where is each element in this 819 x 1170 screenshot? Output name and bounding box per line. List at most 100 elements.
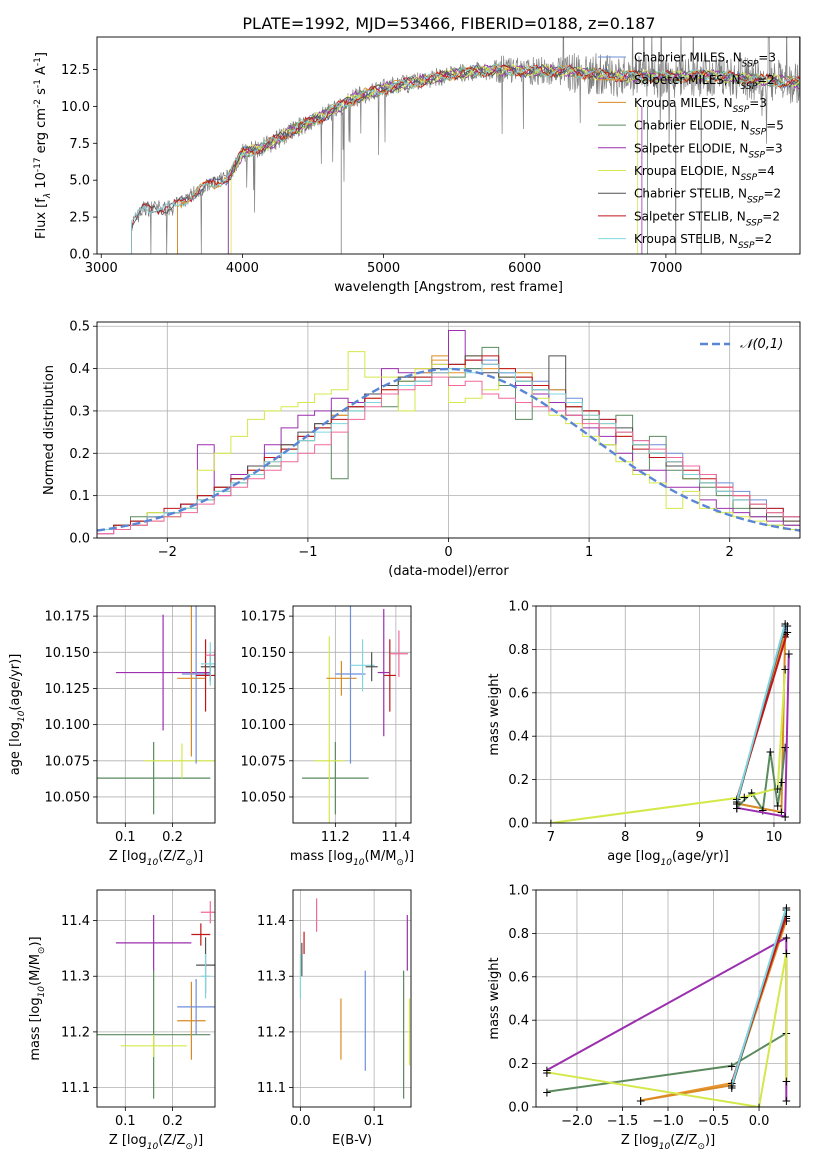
x-tick-label: −2 — [158, 545, 177, 560]
weight-marker: + — [765, 745, 775, 759]
weight-marker: + — [781, 1094, 791, 1108]
y-tick-label: 0.2 — [69, 447, 90, 462]
weight-marker: + — [781, 901, 791, 915]
y-axis-label: mass weight — [487, 957, 502, 1039]
weight-marker: + — [636, 1094, 646, 1108]
legend-label: Salpeter STELIB, NSSP=2 — [634, 209, 780, 228]
x-axis-label: mass [log10(M/M⊙)] — [290, 849, 414, 868]
x-tick-label: 8 — [621, 830, 629, 845]
y-tick-label: 0.8 — [508, 927, 529, 942]
x-tick-label: 0.1 — [115, 830, 136, 845]
y-axis-label: Flux [fλ 10-17 erg cm-2 s-1 A-1] — [33, 52, 53, 239]
x-axis-label: wavelength [Angstrom, rest frame] — [334, 280, 563, 295]
y-tick-label: 0.2 — [508, 1057, 529, 1072]
spectrum-panel: 3000 4000 5000 6000 7000 0.0 2.5 5.0 7.5 10.0 12.5… — [33, 36, 801, 295]
weight-line — [550, 668, 787, 823]
age-vs-metallicity-panel: 0.1 0.2 10.050 10.075 10.100 10.125 10.150 10.1… — [8, 605, 216, 868]
y-tick-label: 0.6 — [508, 686, 529, 701]
y-tick-label: 10.100 — [45, 718, 91, 733]
legend-label: Chabrier ELODIE, NSSP=5 — [634, 119, 784, 138]
x-tick-label: −0.5 — [698, 1114, 730, 1129]
y-tick-label: 11.1 — [257, 1081, 286, 1096]
weight-line — [546, 936, 788, 1101]
y-tick-label: 10.125 — [45, 682, 91, 697]
x-tick-label: 11.4 — [381, 830, 410, 845]
model-line-chabrier-miles — [177, 64, 800, 254]
plot-area: +++++++++++++++++++++++++++ — [546, 617, 794, 831]
y-tick-label: 0.0 — [69, 248, 90, 263]
histogram-step — [97, 376, 800, 538]
x-tick-label: 0 — [444, 545, 452, 560]
y-tick-label: 0.4 — [508, 1014, 529, 1029]
weight-vs-age-panel: 7 8 9 10 0.0 0.2 0.4 0.6 0.8 1.0 age [log10(age/yr… — [487, 600, 801, 868]
x-axis-label: E(B-V) — [332, 1133, 372, 1148]
y-tick-label: 11.4 — [257, 914, 286, 929]
weight-marker: + — [781, 946, 791, 960]
weight-marker: + — [780, 628, 790, 642]
axes-frame — [292, 605, 412, 824]
mass-vs-extinction-panel: 0.0 0.1 11.1 11.2 11.3 11.4 E(B-V) — [257, 889, 412, 1148]
x-tick-label: 2 — [726, 545, 734, 560]
weight-marker: + — [732, 797, 742, 811]
x-tick-label: 0.1 — [115, 1114, 136, 1129]
plot-area: ++++++++++++++++++++++++ — [542, 901, 791, 1108]
x-tick-label: 7 — [547, 830, 555, 845]
y-tick-label: 10.150 — [45, 646, 91, 661]
weight-marker: + — [781, 910, 791, 924]
weight-marker: + — [727, 1059, 737, 1073]
weight-marker: + — [776, 775, 786, 789]
weight-marker: + — [636, 1094, 646, 1108]
legend-label: 𝒩(0,1) — [740, 337, 783, 352]
model-line-salpeter-stelib — [131, 63, 800, 254]
weight-line — [730, 907, 788, 1086]
y-tick-label: 0.4 — [69, 362, 90, 377]
legend-label: Salpeter MILES, NSSP=2 — [634, 73, 775, 92]
x-tick-label: 7000 — [649, 261, 682, 276]
x-axis-label: (data-model)/error — [388, 564, 509, 579]
y-tick-label: 10.175 — [241, 610, 287, 625]
weight-line — [736, 653, 790, 818]
legend-label: Chabrier STELIB, NSSP=2 — [634, 187, 781, 206]
histogram-step — [97, 351, 800, 538]
weight-marker: + — [542, 1066, 552, 1080]
weight-marker: + — [781, 1074, 791, 1088]
weight-marker: + — [781, 914, 791, 928]
y-tick-label: 0.0 — [508, 817, 529, 832]
weight-marker: + — [546, 817, 556, 831]
weight-line — [546, 952, 788, 1107]
x-tick-label: 0.0 — [749, 1114, 770, 1129]
y-tick-label: 0.1 — [69, 489, 90, 504]
y-tick-label: 0.3 — [69, 404, 90, 419]
weight-marker: + — [782, 619, 792, 633]
axes-frame — [96, 36, 801, 255]
y-tick-label: 11.2 — [257, 1025, 286, 1040]
legend-label: Salpeter ELODIE, NSSP=3 — [634, 141, 783, 160]
plot-area — [97, 606, 215, 815]
legend-label: Kroupa MILES, NSSP=3 — [634, 96, 767, 115]
x-tick-label: 5000 — [367, 261, 400, 276]
weight-marker: + — [732, 801, 742, 815]
weight-marker: + — [784, 647, 794, 661]
plot-area — [97, 330, 800, 538]
model-line-salpeter-miles — [177, 63, 800, 254]
weight-marker: + — [758, 803, 768, 817]
residuals-panel: −2 −1 0 1 2 0.0 0.1 0.2 0.3 0.4 0.5 (data-model)/er… — [42, 320, 801, 579]
plot-area — [131, 37, 800, 254]
weight-marker: + — [780, 810, 790, 824]
axes-frame — [96, 321, 801, 539]
axes-frame — [96, 605, 216, 824]
legend-label: Kroupa ELODIE, NSSP=4 — [634, 164, 775, 183]
x-tick-label: 0.1 — [364, 1114, 385, 1129]
y-tick-label: 11.3 — [257, 970, 286, 985]
y-tick-label: 10.150 — [241, 646, 287, 661]
plot-area — [302, 606, 408, 823]
y-tick-label: 11.4 — [61, 914, 90, 929]
weight-vs-metallicity-panel: −2.0 −1.5 −1.0 −0.5 0.0 0.0 0.2 0.4 0.6 0.8 1.0 Z [… — [487, 884, 801, 1152]
gaussian-curve — [97, 367, 800, 532]
mass-vs-metallicity-panel: 0.1 0.2 11.1 11.2 11.3 11.4 Z [log10(Z/Z⊙)] mas… — [28, 889, 216, 1152]
weight-marker: + — [773, 782, 783, 796]
weight-marker: + — [781, 931, 791, 945]
y-tick-label: 10.075 — [45, 754, 91, 769]
weight-marker: + — [780, 741, 790, 755]
